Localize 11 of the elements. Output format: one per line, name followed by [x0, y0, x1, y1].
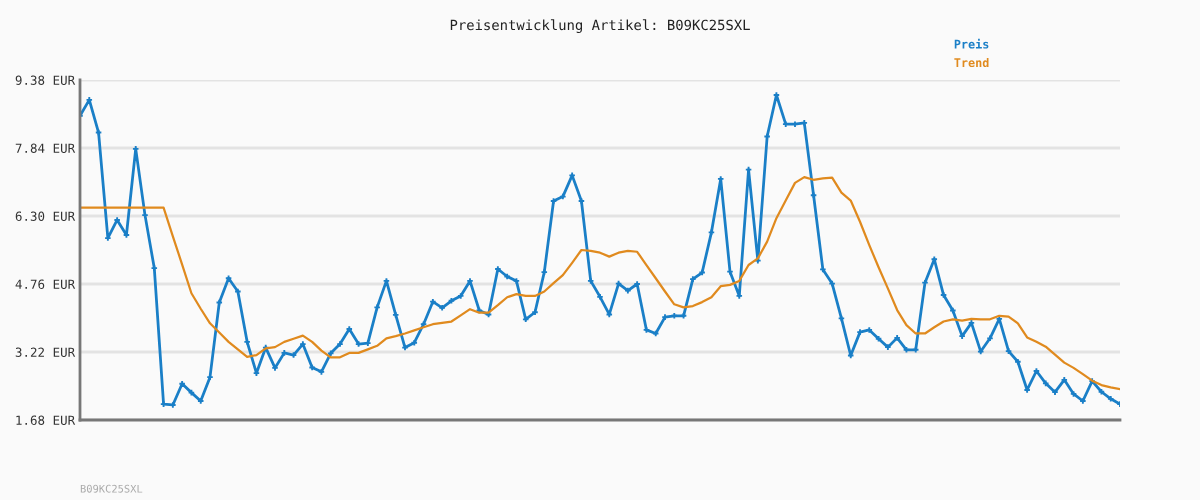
line-series: [80, 176, 1120, 391]
text: Trend: [954, 57, 989, 68]
text: Preis: [954, 38, 989, 49]
y-tick-label: 3.22 EUR: [15, 347, 76, 357]
chart-title: Preisentwicklung Artikel: B09KC25SXL: [450, 19, 750, 33]
text: B09KC25SXL: [80, 484, 143, 493]
y-tick-label: 1.68 EUR: [16, 415, 76, 425]
y-tick-label: 7.84 EUR: [15, 143, 76, 153]
y-tick-label: 6.30 EUR: [15, 211, 76, 221]
y-tick-label: 9.38 EUR: [15, 75, 76, 85]
y-tick-label: 4.76 EUR: [15, 279, 76, 289]
